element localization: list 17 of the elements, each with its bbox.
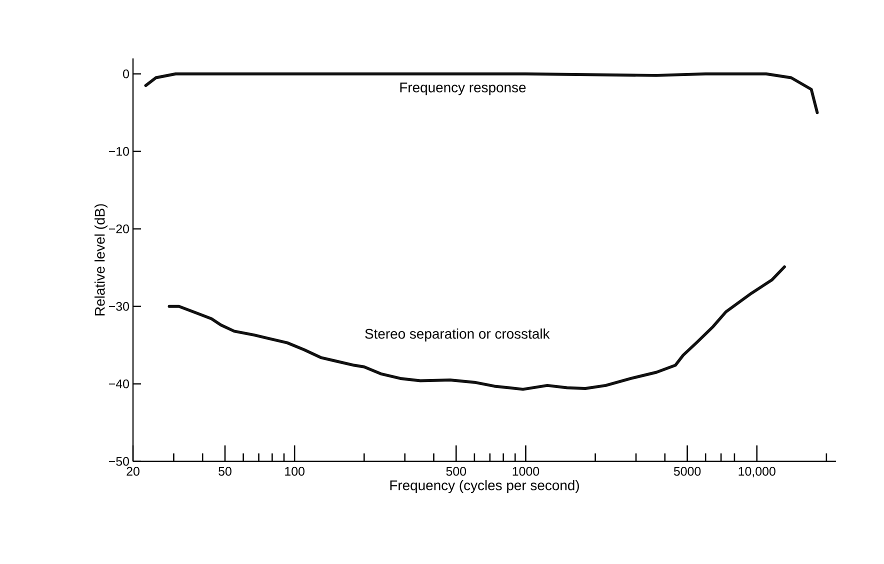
series-label: Stereo separation or crosstalk [365, 328, 550, 342]
x-tick-label: 50 [218, 466, 232, 476]
series-label: Frequency response [400, 82, 526, 96]
y-axis-title: Relative level (dB) [94, 204, 108, 316]
y-tick-label: 0 [123, 69, 130, 78]
x-tick-label: 100 [285, 466, 304, 476]
y-tick-label: −50 [108, 456, 130, 466]
x-tick-label: 1000 [512, 466, 540, 476]
x-tick-label: 10,000 [738, 466, 776, 478]
y-tick-label: −40 [108, 379, 130, 388]
y-tick-label: −30 [108, 302, 130, 311]
x-axis-title: Frequency (cycles per second) [390, 480, 579, 494]
y-tick-label: −10 [108, 146, 130, 156]
y-tick-label: −20 [108, 224, 130, 234]
x-tick-label: 5000 [674, 466, 701, 476]
x-tick-label: 500 [446, 466, 466, 476]
x-tick-label: 20 [126, 466, 140, 476]
